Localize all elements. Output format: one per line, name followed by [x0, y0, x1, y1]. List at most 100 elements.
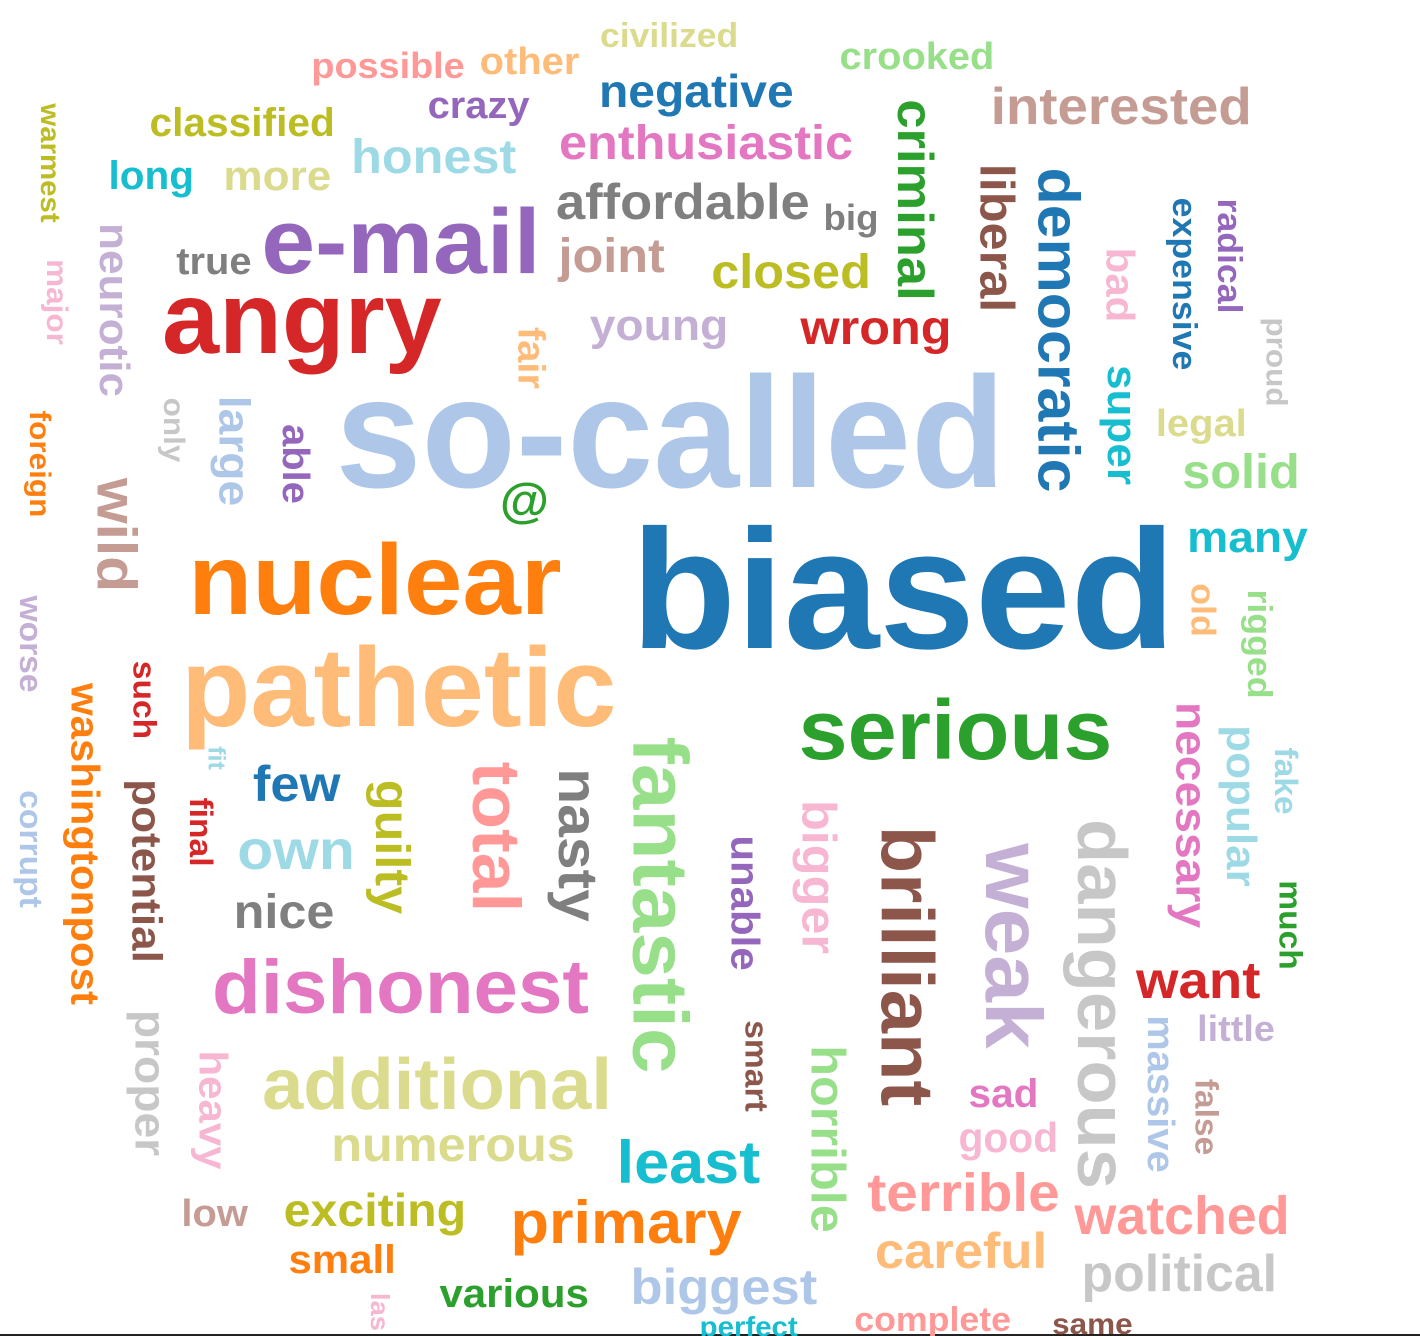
word-2: nuclear: [188, 524, 562, 636]
word-6: serious: [798, 683, 1112, 777]
word-90: rigged: [1239, 589, 1278, 699]
word-41: able: [274, 424, 317, 504]
word-75: careful: [874, 1223, 1048, 1279]
word-89: much: [1272, 880, 1309, 970]
word-72: bigger: [790, 799, 844, 955]
word-60: low: [180, 1193, 248, 1235]
word-92: many: [1186, 513, 1308, 562]
word-63: small: [288, 1238, 396, 1282]
word-98: radical: [1209, 198, 1248, 314]
word-48: worse: [13, 595, 50, 693]
word-76: complete: [853, 1301, 1011, 1336]
word-61: numerous: [331, 1119, 575, 1172]
word-46: warmest: [34, 103, 66, 223]
word-13: guilty: [365, 779, 418, 915]
word-85: false: [1187, 1078, 1224, 1156]
word-20: interested: [990, 78, 1252, 136]
word-65: las: [365, 1293, 396, 1331]
word-26: classified: [149, 101, 335, 145]
word-74: terrible: [866, 1163, 1060, 1223]
word-71: smart: [738, 1020, 775, 1112]
word-87: popular: [1218, 725, 1265, 887]
word-64: various: [439, 1272, 589, 1316]
word-34: big: [823, 197, 879, 238]
word-58: proper: [125, 1009, 175, 1157]
word-0: so-called: [335, 345, 1005, 521]
word-66: least: [616, 1129, 760, 1196]
word-28: long: [108, 154, 194, 198]
word-83: little: [1197, 1008, 1275, 1049]
word-88: fake: [1268, 747, 1305, 815]
word-52: corrupt: [13, 790, 49, 908]
word-45: major: [39, 259, 73, 345]
word-81: good: [957, 1114, 1058, 1161]
word-38: true: [176, 241, 252, 283]
word-15: additional: [262, 1045, 612, 1125]
word-79: political: [1081, 1245, 1277, 1303]
word-93: solid: [1182, 446, 1300, 499]
word-14: dishonest: [211, 945, 589, 1030]
word-42: only: [156, 397, 190, 463]
word-30: other: [479, 41, 579, 83]
word-50: such: [125, 660, 162, 740]
word-16: wild: [84, 477, 148, 593]
word-99: proud: [1258, 317, 1292, 407]
word-31: civilized: [600, 17, 739, 55]
word-68: biggest: [630, 1259, 818, 1315]
word-78: watched: [1074, 1186, 1290, 1246]
word-3: pathetic: [180, 625, 616, 750]
word-8: brilliant: [865, 825, 949, 1107]
word-12: nasty: [547, 768, 611, 922]
word-73: horrible: [799, 1045, 853, 1233]
word-56: own: [237, 818, 355, 881]
word-5: e-mail: [261, 191, 541, 293]
word-19: criminal: [886, 99, 943, 301]
word-24: negative: [598, 65, 794, 117]
word-40: large: [209, 395, 259, 507]
word-84: massive: [1139, 1015, 1182, 1173]
word-69: perfect: [699, 1311, 798, 1336]
word-37: young: [589, 301, 729, 350]
word-7: fantastic: [615, 736, 704, 1074]
word-47: foreign: [22, 410, 56, 518]
word-51: fit: [201, 746, 229, 770]
word-22: affordable: [555, 174, 810, 230]
word-39: fair: [509, 326, 552, 390]
word-35: closed: [711, 246, 871, 299]
word-54: final: [182, 797, 219, 867]
word-53: potential: [123, 779, 170, 963]
word-95: super: [1099, 364, 1147, 486]
word-96: bad: [1097, 247, 1142, 323]
word-36: wrong: [800, 302, 952, 355]
word-9: weak: [968, 843, 1058, 1049]
word-29: possible: [311, 45, 465, 86]
word-43: @: [499, 475, 549, 528]
word-55: few: [252, 756, 340, 812]
word-82: want: [1136, 952, 1261, 1010]
word-21: enthusiastic: [558, 117, 854, 170]
word-33: joint: [557, 230, 665, 283]
word-25: crazy: [427, 85, 530, 127]
word-17: democratic: [1025, 167, 1091, 493]
word-67: primary: [510, 1189, 742, 1256]
word-86: necessary: [1166, 701, 1216, 929]
word-11: total: [457, 761, 534, 913]
word-18: liberal: [969, 163, 1023, 313]
word-62: exciting: [283, 1184, 467, 1236]
word-1: biased: [630, 495, 1176, 685]
word-77: same: [1051, 1308, 1133, 1336]
word-49: washingtonpost: [61, 683, 106, 1005]
bottom-border: [0, 1334, 1420, 1336]
word-91: old: [1182, 583, 1221, 637]
word-23: honest: [350, 131, 516, 184]
word-70: unable: [721, 835, 766, 971]
word-59: heavy: [190, 1050, 235, 1170]
word-10: dangerous: [1062, 819, 1141, 1189]
word-97: expensive: [1165, 197, 1204, 371]
word-44: neurotic: [90, 223, 138, 397]
word-94: legal: [1155, 403, 1247, 445]
word-80: sad: [968, 1072, 1038, 1116]
word-32: crooked: [839, 36, 995, 78]
word-57: nice: [233, 886, 335, 939]
